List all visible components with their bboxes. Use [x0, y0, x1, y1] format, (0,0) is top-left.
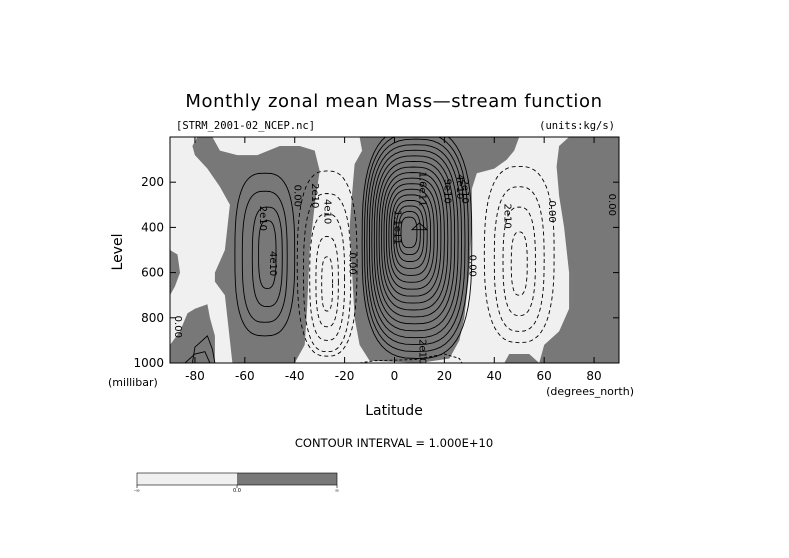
x-tick-label: -20 — [335, 369, 355, 383]
contour-line — [390, 194, 432, 276]
contour-line — [364, 137, 469, 353]
x-unit-label: (degrees_north) — [546, 385, 634, 398]
contour-label: 0.00 — [546, 200, 557, 222]
contour-line — [510, 231, 528, 296]
x-tick-label: -60 — [235, 369, 255, 383]
contour-line — [385, 183, 438, 290]
contour-label: 0.00 — [292, 185, 303, 207]
colorbar-tick-label: 0.0 — [233, 488, 241, 494]
contour-label: 4e10 — [267, 251, 278, 276]
contour-line — [309, 213, 346, 341]
contour-line — [378, 166, 449, 311]
contour-label: 1.6e11 — [416, 172, 427, 207]
contour-label: 2e10 — [309, 183, 320, 208]
contour-line — [234, 172, 296, 337]
contour-label: 0.00 — [466, 255, 477, 277]
y-tick-label: 400 — [141, 220, 164, 234]
contour-line — [303, 193, 352, 353]
contour-label: 2e10 — [257, 206, 268, 231]
contour-line — [376, 160, 452, 318]
contour-line — [366, 138, 466, 346]
contour-label: 2e10 — [459, 179, 470, 204]
contour-line — [368, 144, 462, 339]
positive-region-5 — [170, 304, 215, 363]
contour-label: 0.00 — [172, 316, 183, 338]
x-axis-label: Latitude — [365, 403, 423, 419]
x-tick-label: 80 — [586, 369, 601, 383]
y-unit-label: (millibar) — [108, 376, 158, 389]
x-tick-label: 0 — [391, 369, 399, 383]
colorbar-segment — [237, 473, 337, 485]
contour-line — [388, 188, 435, 283]
contour-line — [383, 177, 442, 297]
x-tick-label: 20 — [437, 369, 452, 383]
y-tick-label: 200 — [141, 175, 164, 189]
max-marker — [410, 222, 429, 231]
contour-line — [258, 220, 277, 289]
y-tick-label: 800 — [141, 311, 164, 325]
contour-line — [398, 211, 421, 256]
y-tick-label: 1000 — [133, 356, 164, 370]
x-tick-label: 60 — [537, 369, 552, 383]
positive-region-6 — [504, 354, 540, 363]
contour-label: 2e10 — [416, 339, 427, 364]
contour-line — [191, 335, 216, 363]
contour-label: 2e10 — [501, 203, 512, 228]
contour-line — [315, 235, 339, 328]
contour-line — [371, 149, 459, 332]
contour-line — [241, 190, 288, 323]
contour-line — [296, 170, 358, 357]
contour-line — [251, 206, 283, 307]
contour-interval-label: CONTOUR INTERVAL = 1.000E+10 — [295, 436, 493, 450]
contour-line — [502, 206, 536, 316]
contour-line — [395, 205, 425, 262]
colorbar-tick-label: -∞ — [134, 488, 140, 494]
contour-line — [483, 165, 555, 344]
positive-region-1 — [192, 137, 320, 363]
contour-line — [400, 216, 418, 249]
colorbar-segment — [137, 473, 237, 485]
contour-line — [321, 256, 334, 312]
contour-label: 0.00 — [347, 252, 358, 274]
contour-line — [373, 155, 456, 325]
contour-label: 4e10 — [454, 174, 465, 199]
colorbar-tick-label: ∞ — [335, 488, 339, 494]
contour-line — [184, 351, 211, 363]
units-label: (units:kg/s) — [539, 120, 615, 132]
contour-label: 1.1e11 — [392, 210, 403, 245]
contour-line — [361, 137, 473, 359]
contour-line — [359, 353, 463, 363]
contour-label: 4e10 — [322, 199, 333, 224]
x-tick-label: -40 — [285, 369, 305, 383]
contour-line — [393, 199, 428, 269]
y-tick-label: 600 — [141, 266, 164, 280]
contour-line — [493, 186, 545, 332]
colorbar: -∞ 0.0 ∞ — [134, 472, 339, 494]
chart-title: Monthly zonal mean Mass—stream function — [185, 91, 602, 112]
file-label: [STRM_2001-02_NCEP.nc] — [176, 120, 315, 132]
positive-region-2 — [347, 137, 520, 363]
contour-line — [381, 172, 445, 304]
contour-label: 9e10 — [441, 179, 452, 204]
y-axis-label: Level — [110, 234, 126, 271]
x-tick-label: -80 — [185, 369, 205, 383]
x-tick-label: 40 — [487, 369, 502, 383]
positive-region-3 — [539, 137, 619, 363]
contour-label: 0.00 — [606, 194, 617, 216]
